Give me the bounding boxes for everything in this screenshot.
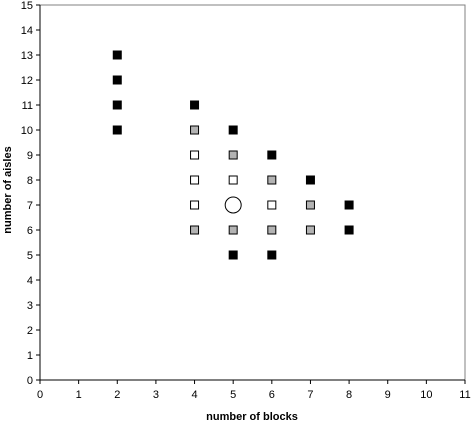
y-tick-label: 14 bbox=[21, 25, 33, 37]
y-tick-label: 6 bbox=[27, 225, 33, 237]
data-point-square bbox=[112, 100, 122, 110]
data-point-square bbox=[267, 200, 277, 210]
y-tick-label: 13 bbox=[21, 50, 33, 62]
y-tick-label: 10 bbox=[21, 125, 33, 137]
data-point-square bbox=[228, 150, 238, 160]
data-point-square bbox=[112, 50, 122, 60]
plot-area-border bbox=[39, 4, 466, 381]
y-tick-label: 1 bbox=[27, 350, 33, 362]
y-tick-label: 8 bbox=[27, 175, 33, 187]
data-point-square bbox=[190, 225, 200, 235]
x-tick-label: 4 bbox=[191, 389, 197, 401]
data-point-square bbox=[228, 225, 238, 235]
x-tick-label: 2 bbox=[114, 389, 120, 401]
data-point-square bbox=[305, 200, 315, 210]
data-point-square bbox=[267, 175, 277, 185]
data-points bbox=[112, 50, 354, 260]
y-tick-label: 9 bbox=[27, 150, 33, 162]
x-tick-label: 9 bbox=[385, 389, 391, 401]
y-tick-label: 15 bbox=[21, 0, 33, 12]
data-point-square bbox=[112, 125, 122, 135]
data-point-square bbox=[344, 200, 354, 210]
data-point-square bbox=[267, 225, 277, 235]
y-tick-label: 7 bbox=[27, 200, 33, 212]
data-point-square bbox=[228, 125, 238, 135]
y-axis-title: number of aisles bbox=[2, 146, 14, 233]
y-tick-label: 3 bbox=[27, 300, 33, 312]
data-point-square bbox=[190, 200, 200, 210]
data-point-square bbox=[190, 125, 200, 135]
y-tick-label: 12 bbox=[21, 75, 33, 87]
data-point-square bbox=[228, 175, 238, 185]
y-tick-label: 11 bbox=[22, 100, 33, 112]
data-point-square bbox=[267, 150, 277, 160]
x-tick-label: 3 bbox=[153, 389, 159, 401]
data-point-square bbox=[305, 175, 315, 185]
x-tick-label: 10 bbox=[420, 389, 432, 401]
x-tick-label: 5 bbox=[230, 389, 236, 401]
x-tick-label: 7 bbox=[307, 389, 313, 401]
axes bbox=[36, 4, 466, 384]
data-point-square bbox=[112, 75, 122, 85]
data-point-square bbox=[228, 250, 238, 260]
x-tick-labels: 0 1 2 3 4 5 6 7 8 9 10 11 bbox=[37, 389, 471, 401]
data-point-circle bbox=[224, 196, 242, 214]
data-point-square bbox=[344, 225, 354, 235]
x-tick-label: 11 bbox=[459, 389, 470, 401]
y-tick-label: 4 bbox=[27, 275, 33, 287]
x-tick-label: 1 bbox=[76, 389, 82, 401]
x-tick-label: 8 bbox=[346, 389, 352, 401]
data-point-square bbox=[190, 100, 200, 110]
x-tick-label: 0 bbox=[37, 389, 43, 401]
y-tick-label: 2 bbox=[27, 325, 33, 337]
x-axis-title: number of blocks bbox=[206, 411, 298, 423]
data-point-square bbox=[305, 225, 315, 235]
y-tick-label: 5 bbox=[27, 250, 33, 262]
data-point-square bbox=[267, 250, 277, 260]
x-tick-label: 6 bbox=[269, 389, 275, 401]
data-point-square bbox=[190, 150, 200, 160]
data-point-square bbox=[190, 175, 200, 185]
y-tick-label: 0 bbox=[27, 375, 33, 387]
